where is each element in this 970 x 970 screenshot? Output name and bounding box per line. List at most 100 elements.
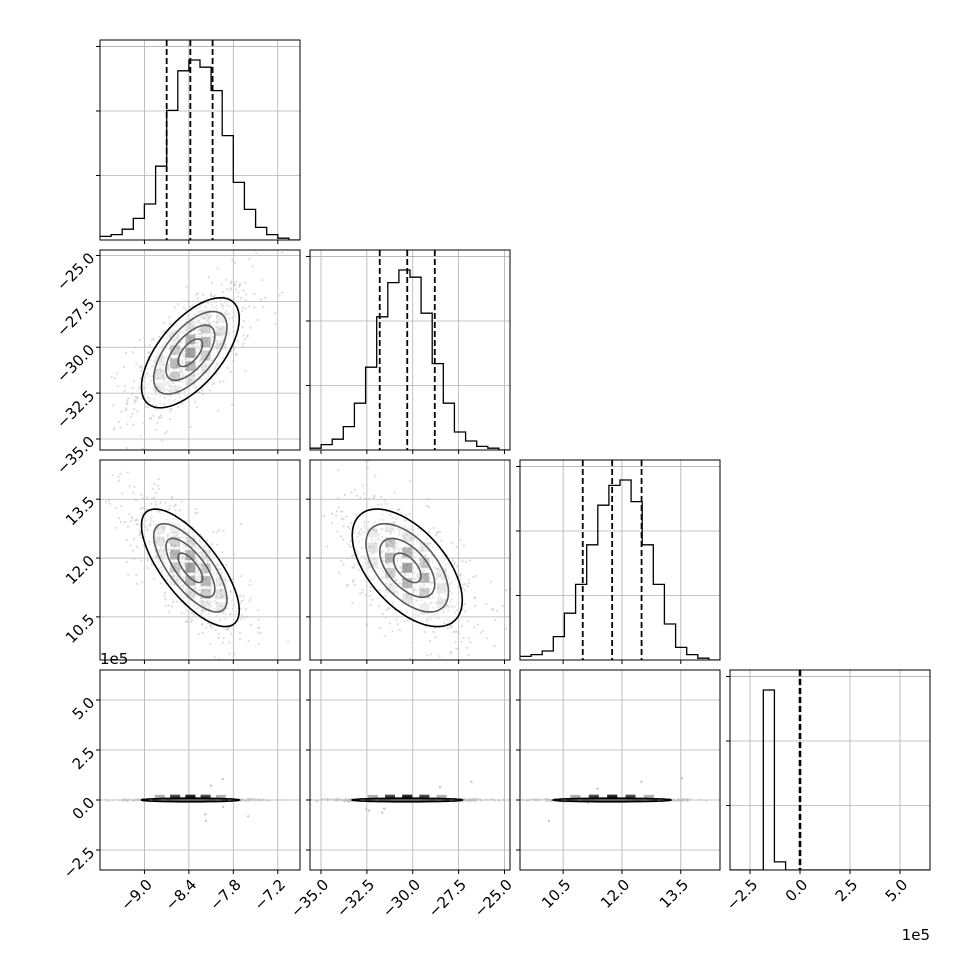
scatter-point — [175, 579, 179, 582]
scatter-point — [171, 518, 174, 521]
scatter-point — [202, 574, 206, 577]
scatter-point — [137, 386, 141, 389]
scatter-point — [424, 579, 427, 582]
scatter-point — [412, 529, 415, 532]
scatter-point — [171, 374, 174, 377]
scatter-point — [173, 353, 176, 356]
density-cell — [154, 536, 165, 547]
scatter-point — [405, 596, 408, 599]
scatter-point — [163, 380, 166, 383]
scatter-point — [414, 616, 417, 620]
scatter-point — [193, 342, 196, 345]
scatter-point — [185, 341, 188, 344]
scatter-point — [422, 562, 425, 566]
scatter-point — [406, 581, 409, 584]
xtick-label: 0.0 — [782, 876, 812, 906]
scatter-point — [281, 251, 284, 254]
scatter-point — [187, 381, 190, 385]
scatter-point — [181, 361, 184, 364]
scatter-point — [190, 618, 193, 621]
scatter-point — [469, 559, 472, 562]
scatter-point — [197, 340, 200, 343]
scatter-point — [222, 304, 225, 307]
density-cell — [436, 795, 447, 800]
scatter-point — [365, 562, 368, 566]
scatter-point — [221, 641, 224, 644]
scatter-point — [442, 609, 445, 612]
scatter-point — [117, 479, 120, 482]
scatter-point — [168, 611, 171, 614]
density-cell — [185, 794, 196, 800]
scatter-point — [381, 513, 384, 516]
scatter-point — [486, 637, 489, 640]
density-cell — [185, 550, 196, 561]
scatter-point — [281, 798, 285, 802]
histogram-step — [310, 269, 510, 450]
scatter-point — [373, 575, 376, 578]
scatter-point — [441, 577, 444, 581]
xtick-label: 2.5 — [832, 876, 862, 906]
scatter-point — [221, 777, 224, 781]
scatter-point — [446, 603, 449, 606]
scatter-point — [417, 527, 420, 530]
ytick-label: −35.0 — [53, 433, 98, 478]
scatter-point — [181, 402, 184, 405]
scatter-point — [147, 382, 150, 386]
scatter-point — [182, 555, 185, 558]
scatter-point — [405, 519, 408, 522]
scatter-point — [199, 540, 202, 543]
scatter-point — [232, 604, 236, 607]
scatter-point — [123, 521, 126, 524]
scatter-point — [166, 574, 169, 577]
scatter-point — [167, 364, 170, 367]
scatter-point — [165, 356, 168, 359]
scatter-point — [384, 499, 387, 502]
scatter-point — [168, 322, 171, 325]
scatter-point — [435, 577, 438, 581]
scatter-point — [163, 595, 166, 598]
scatter-point — [144, 405, 147, 408]
scatter-point — [238, 631, 241, 635]
scatter-point — [185, 579, 188, 582]
scatter-point — [215, 573, 218, 576]
scatter-point — [379, 518, 382, 521]
contour-line — [350, 797, 464, 803]
scatter-point — [136, 410, 139, 413]
scatter-point — [120, 505, 123, 508]
scatter-point — [146, 368, 149, 371]
scatter-point — [148, 524, 151, 527]
density-cell — [170, 562, 181, 573]
scatter-point — [168, 389, 171, 392]
scatter-point — [459, 538, 462, 541]
panel-frame — [99, 39, 301, 241]
scatter-point — [388, 553, 391, 556]
scatter-point — [423, 555, 427, 558]
scatter-point — [195, 386, 198, 389]
scatter-point — [133, 558, 136, 561]
density-cell — [154, 794, 165, 800]
scatter-point — [464, 610, 467, 613]
scatter-point — [162, 321, 165, 324]
scatter-point — [360, 547, 363, 550]
scatter-point — [437, 531, 440, 534]
scatter-point — [304, 563, 306, 565]
scatter-point — [152, 577, 156, 581]
scatter-point — [396, 518, 399, 521]
scatter-point — [418, 588, 421, 591]
scatter-point — [175, 555, 178, 558]
scatter-point — [373, 495, 376, 499]
scatter-point — [470, 780, 473, 783]
scatter-point — [219, 596, 222, 599]
scatter-point — [180, 594, 183, 597]
scatter-point — [176, 336, 179, 339]
scatter-point — [369, 545, 372, 548]
density-cell — [385, 794, 395, 800]
scatter-point — [133, 485, 136, 489]
scatter-point — [356, 553, 359, 556]
scatter-point — [394, 573, 397, 576]
scatter-point — [371, 598, 374, 602]
scatter-point — [171, 495, 174, 499]
scatter-point — [402, 534, 405, 538]
scatter-point — [213, 367, 216, 371]
scatter-point — [172, 370, 175, 373]
